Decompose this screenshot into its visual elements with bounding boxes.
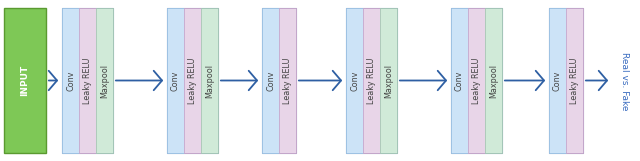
Text: Maxpool: Maxpool [489, 63, 498, 98]
Bar [566, 8, 583, 153]
Bar [262, 8, 279, 153]
Text: INPUT: INPUT [20, 65, 29, 96]
Bar [468, 8, 485, 153]
Text: Leaky RELU: Leaky RELU [472, 57, 481, 104]
Text: Conv: Conv [455, 70, 464, 91]
Text: Leaky RELU: Leaky RELU [83, 57, 92, 104]
Bar [380, 8, 397, 153]
Bar [201, 8, 218, 153]
Bar [262, 8, 296, 153]
Text: Conv: Conv [350, 70, 359, 91]
Text: Conv: Conv [553, 70, 562, 91]
Bar [4, 8, 46, 153]
Text: Conv: Conv [266, 70, 275, 91]
Bar [184, 8, 201, 153]
Bar [451, 8, 502, 153]
Bar [363, 8, 380, 153]
Text: Leaky RELU: Leaky RELU [367, 57, 376, 104]
Bar [279, 8, 296, 153]
Text: Maxpool: Maxpool [100, 63, 109, 98]
Bar [167, 8, 218, 153]
Text: Leaky RELU: Leaky RELU [283, 57, 292, 104]
Text: Real vs. Fake: Real vs. Fake [621, 52, 630, 110]
Text: Maxpool: Maxpool [384, 63, 393, 98]
Text: Conv: Conv [66, 70, 75, 91]
Bar [167, 8, 184, 153]
Bar [346, 8, 397, 153]
Bar [485, 8, 502, 153]
Text: Maxpool: Maxpool [205, 63, 214, 98]
Bar [62, 8, 113, 153]
Bar [549, 8, 583, 153]
Text: Conv: Conv [171, 70, 180, 91]
Text: Leaky RELU: Leaky RELU [570, 57, 579, 104]
Bar [79, 8, 96, 153]
Bar [62, 8, 79, 153]
Bar [451, 8, 468, 153]
Bar [549, 8, 566, 153]
Bar [96, 8, 113, 153]
Text: Leaky RELU: Leaky RELU [188, 57, 197, 104]
Bar [346, 8, 363, 153]
